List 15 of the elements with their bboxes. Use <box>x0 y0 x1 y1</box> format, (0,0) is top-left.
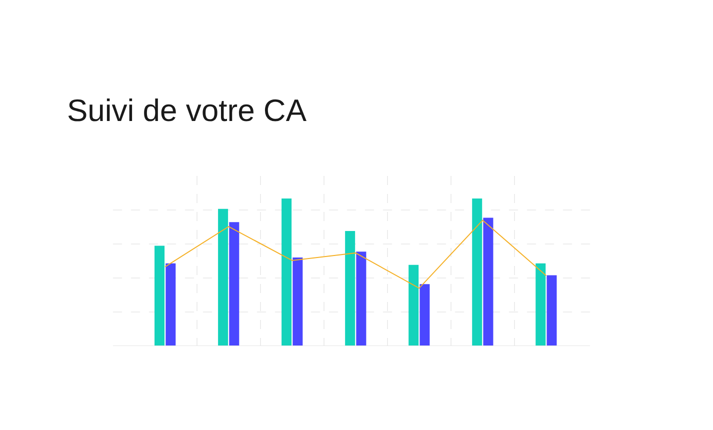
bar <box>356 252 366 346</box>
bar <box>420 284 430 346</box>
bar <box>408 264 419 346</box>
bar <box>229 222 240 346</box>
bar <box>218 208 228 346</box>
bar <box>282 198 292 346</box>
bar <box>292 258 303 346</box>
bar <box>546 275 557 346</box>
chart-title: Suivi de votre CA <box>67 92 307 128</box>
bar <box>166 263 176 346</box>
bar <box>345 231 356 346</box>
bar <box>536 263 546 346</box>
bar <box>483 218 494 346</box>
bar <box>472 198 482 346</box>
bar <box>154 246 165 346</box>
